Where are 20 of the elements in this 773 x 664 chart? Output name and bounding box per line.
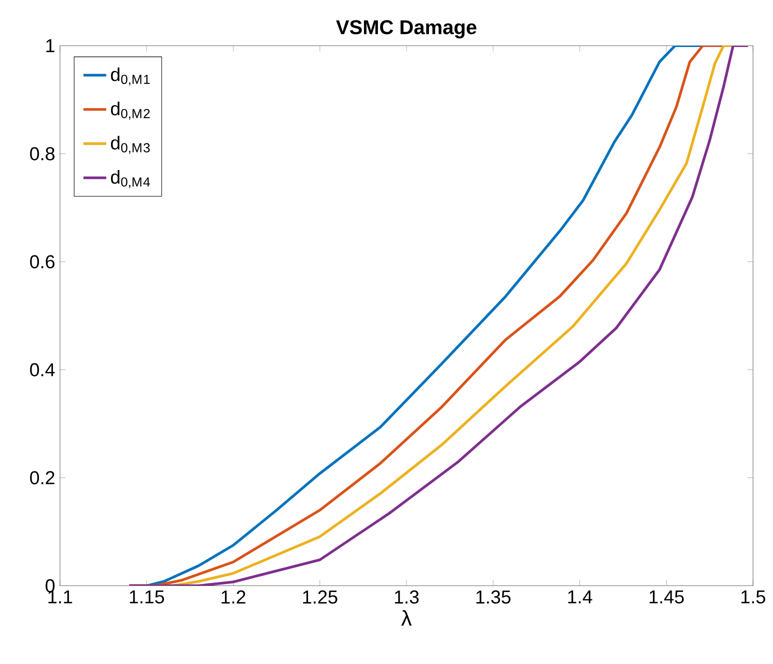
y-tick-label: 0.8 bbox=[30, 147, 54, 160]
legend-label: d$_{0,M4}$ bbox=[111, 170, 150, 188]
x-tick-label: 1.3 bbox=[394, 590, 419, 604]
chart-title: VSMC Damage bbox=[336, 20, 476, 38]
y-tick-label: 0.6 bbox=[30, 255, 54, 268]
x-tick-label: 1.15 bbox=[130, 590, 164, 604]
legend-label: d$_{0,M1}$ bbox=[111, 67, 150, 86]
x-tick-label: 1.1 bbox=[48, 590, 72, 604]
x-tick-label: 1.4 bbox=[568, 590, 592, 604]
x-tick-label: 1.25 bbox=[303, 590, 338, 604]
x-axis-title: λ bbox=[401, 610, 412, 626]
y-tick-label: 1 bbox=[46, 39, 54, 52]
legend-label: d$_{0,M2}$ bbox=[111, 102, 150, 120]
y-tick-label: 0.4 bbox=[30, 363, 55, 376]
x-tick-label: 1.2 bbox=[222, 590, 246, 604]
x-tick-label: 1.35 bbox=[476, 590, 511, 604]
x-tick-label: 1.45 bbox=[650, 590, 684, 604]
y-tick-label: 0.2 bbox=[30, 471, 54, 484]
x-tick-label: 1.5 bbox=[741, 590, 766, 604]
legend-label: d$_{0,M3}$ bbox=[111, 136, 150, 154]
